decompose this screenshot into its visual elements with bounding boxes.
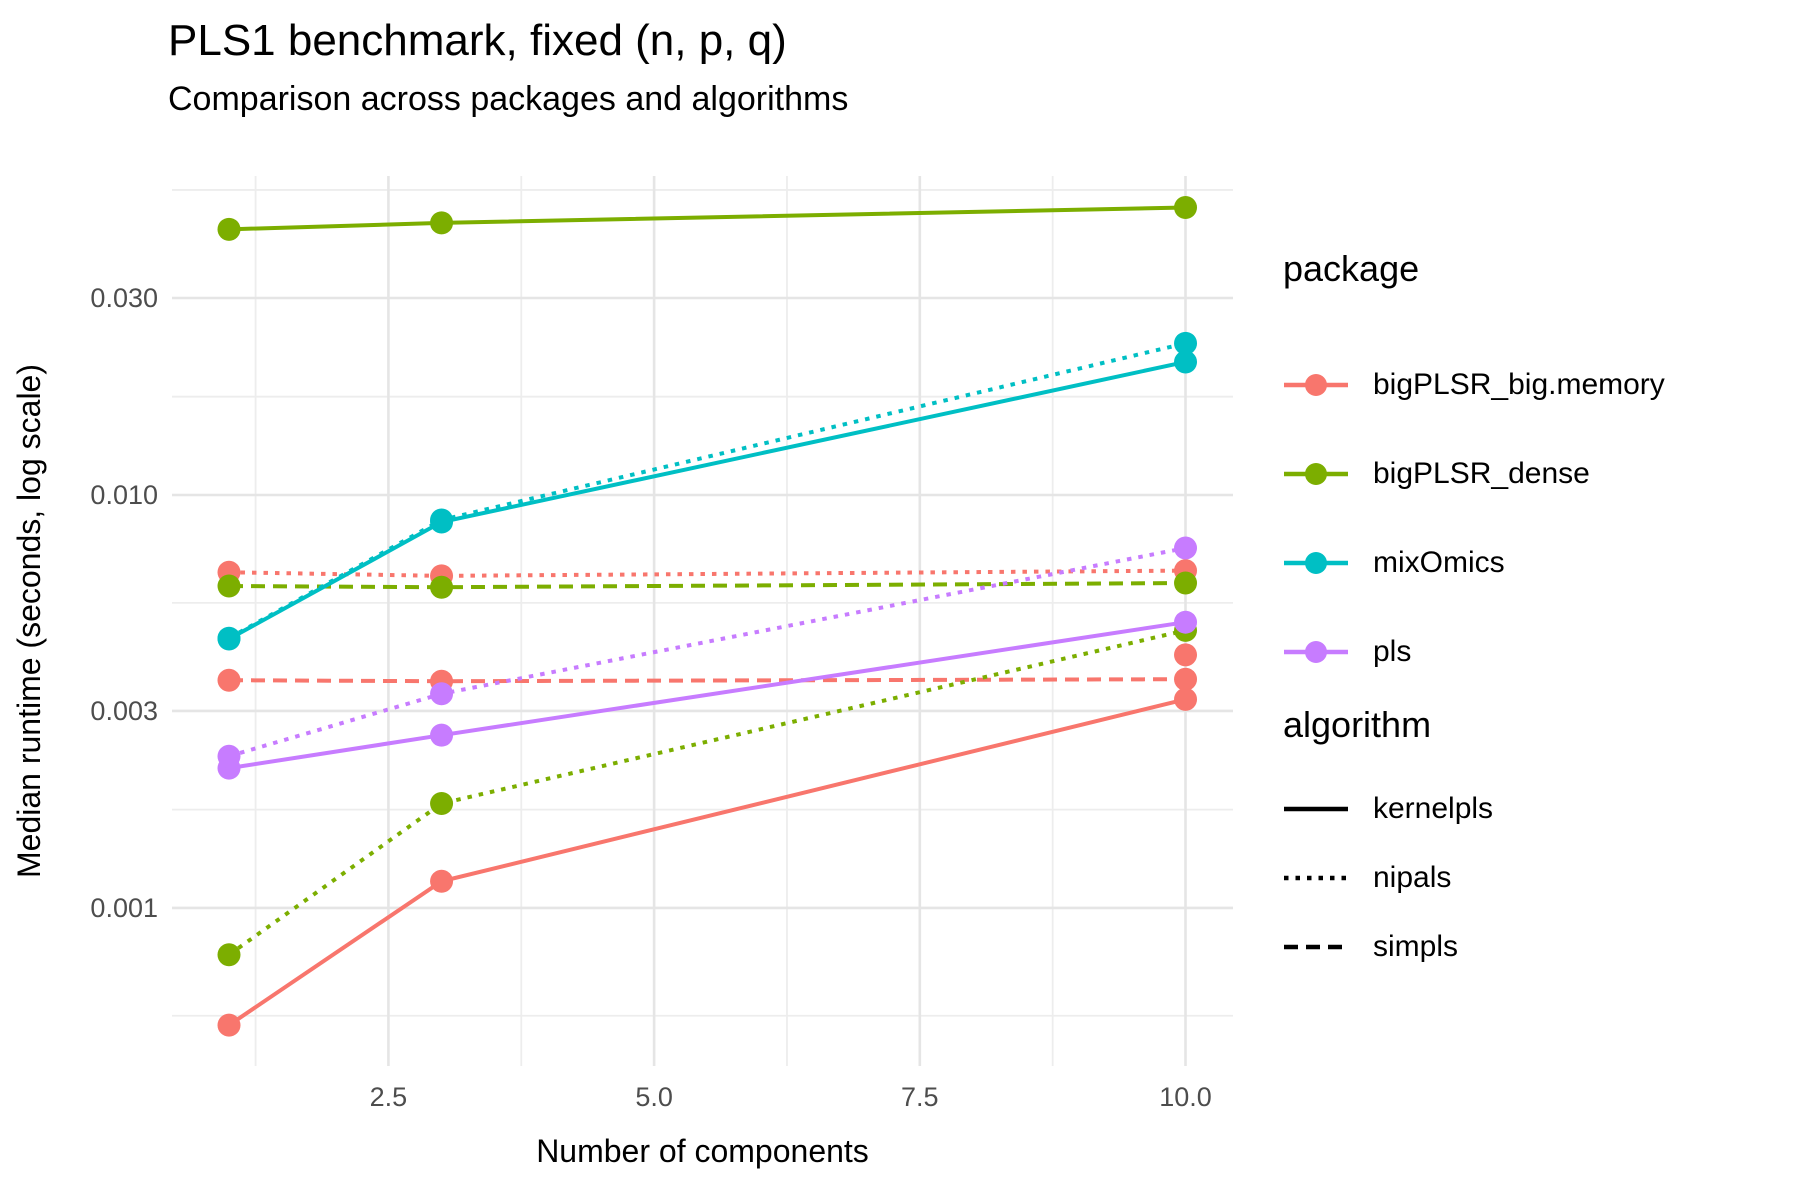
x-tick-label: 7.5: [901, 1082, 939, 1112]
data-point-bigPLSR_dense-simpls: [430, 575, 454, 599]
y-tick-label: 0.030: [90, 283, 158, 313]
data-point-bigPLSR_big.memory-simpls: [217, 668, 241, 692]
data-point-mixOmics-nipals: [1174, 331, 1198, 355]
data-point-bigPLSR_dense-simpls: [217, 574, 241, 598]
legend-entry-label: simpls: [1373, 929, 1459, 963]
data-point-bigPLSR_dense-kernelpls: [217, 217, 241, 241]
data-point-bigPLSR_big.memory-kernelpls: [217, 1013, 241, 1037]
data-point-bigPLSR_dense-kernelpls: [430, 211, 454, 235]
legend-key-line-dot: [1284, 551, 1348, 574]
legend-key: [1283, 858, 1349, 898]
series-line-bigPLSR_big.memory-simpls: [228, 677, 1186, 684]
legend-key-line-dot: [1284, 373, 1348, 396]
data-point-bigPLSR_big.memory-kernelpls: [1174, 687, 1198, 711]
series-line-mixOmics-nipals: [228, 341, 1186, 640]
series-line-bigPLSR_big.memory-nipals: [228, 568, 1186, 578]
legend-key-line-dot: [1284, 462, 1348, 485]
legend-key-line: [1284, 875, 1348, 880]
y-tick-label: 0.003: [90, 696, 158, 726]
legend-key: [1283, 543, 1349, 583]
legend-key-line: [1284, 944, 1348, 949]
data-point-bigPLSR_dense-nipals: [430, 791, 454, 815]
series-line-mixOmics-kernelpls: [228, 360, 1186, 641]
legend-key: [1283, 789, 1349, 829]
x-axis-title: Number of components: [536, 1133, 869, 1169]
series-line-pls-kernelpls: [228, 620, 1186, 771]
legend-package-entries: bigPLSR_big.memory bigPLSR_dense mixOmics p…: [1283, 340, 1800, 696]
data-point-mixOmics-kernelpls: [1174, 350, 1198, 374]
legend-entry-label: mixOmics: [1373, 545, 1505, 579]
data-point-bigPLSR_big.memory-kernelpls: [430, 869, 454, 893]
legend-key-point: [1305, 640, 1327, 663]
data-point-bigPLSR_dense-nipals: [217, 943, 241, 967]
series-line-bigPLSR_dense-kernelpls: [228, 205, 1186, 232]
y-tick-label: 0.010: [90, 480, 158, 510]
data-point-pls-kernelpls: [1174, 610, 1198, 634]
legend-entry-package-bigPLSR_dense: bigPLSR_dense: [1283, 429, 1800, 518]
legend-entry-label: kernelpls: [1373, 791, 1494, 825]
legend-key-point: [1305, 551, 1327, 574]
data-point-bigPLSR_dense-kernelpls: [1174, 195, 1198, 219]
data-point-pls-nipals: [430, 682, 454, 706]
series-line-bigPLSR_dense-simpls: [228, 581, 1186, 590]
data-point-pls-nipals: [1174, 536, 1198, 560]
legend-key: [1283, 454, 1349, 494]
legend-key-line: [1284, 806, 1348, 811]
legend-entry-algorithm-simpls: simpls: [1283, 912, 1800, 981]
legend-entry-package-pls: pls: [1283, 607, 1800, 696]
data-point-mixOmics-nipals: [217, 626, 241, 650]
series-line-pls-nipals: [228, 546, 1186, 759]
legend-key: [1283, 365, 1349, 405]
legend-entry-algorithm-kernelpls: kernelpls: [1283, 774, 1800, 843]
data-point-pls-nipals: [217, 744, 241, 768]
legend-key-point: [1305, 373, 1327, 396]
data-point-mixOmics-nipals: [430, 508, 454, 532]
data-point-bigPLSR_big.memory-simpls: [1174, 667, 1198, 691]
x-tick-label: 5.0: [635, 1082, 673, 1112]
legend-entry-label: nipals: [1373, 860, 1452, 894]
legend-entry-label: bigPLSR_big.memory: [1373, 367, 1665, 401]
legend-title-package: package: [1283, 248, 1420, 289]
legend-key-point: [1305, 462, 1327, 485]
data-point-pls-kernelpls: [430, 723, 454, 747]
legend-algorithm-entries: kernelpls nipals simpls: [1283, 774, 1800, 981]
x-tick-label: 2.5: [370, 1082, 408, 1112]
legend-title-algorithm: algorithm: [1283, 704, 1432, 745]
data-point-bigPLSR_big.memory-extra: [1174, 643, 1198, 667]
y-axis-title: Median runtime (seconds, log scale): [11, 364, 47, 878]
legend-key: [1283, 632, 1349, 672]
legend-entry-algorithm-nipals: nipals: [1283, 843, 1800, 912]
plot-title: PLS1 benchmark, fixed (n, p, q): [168, 16, 787, 65]
legend-key-line-dot: [1284, 640, 1348, 663]
legend-entry-label: pls: [1373, 634, 1412, 668]
legend-entry-package-bigPLSR_big.memory: bigPLSR_big.memory: [1283, 340, 1800, 429]
plot-subtitle: Comparison across packages and algorithm…: [168, 80, 849, 118]
x-tick-label: 10.0: [1159, 1082, 1212, 1112]
y-tick-label: 0.001: [90, 893, 158, 923]
series-line-bigPLSR_big.memory-kernelpls: [227, 697, 1186, 1027]
legend-entry-package-mixOmics: mixOmics: [1283, 518, 1800, 607]
legend-entry-label: bigPLSR_dense: [1373, 456, 1590, 490]
data-point-bigPLSR_dense-simpls: [1174, 571, 1198, 595]
legend-key: [1283, 927, 1349, 967]
